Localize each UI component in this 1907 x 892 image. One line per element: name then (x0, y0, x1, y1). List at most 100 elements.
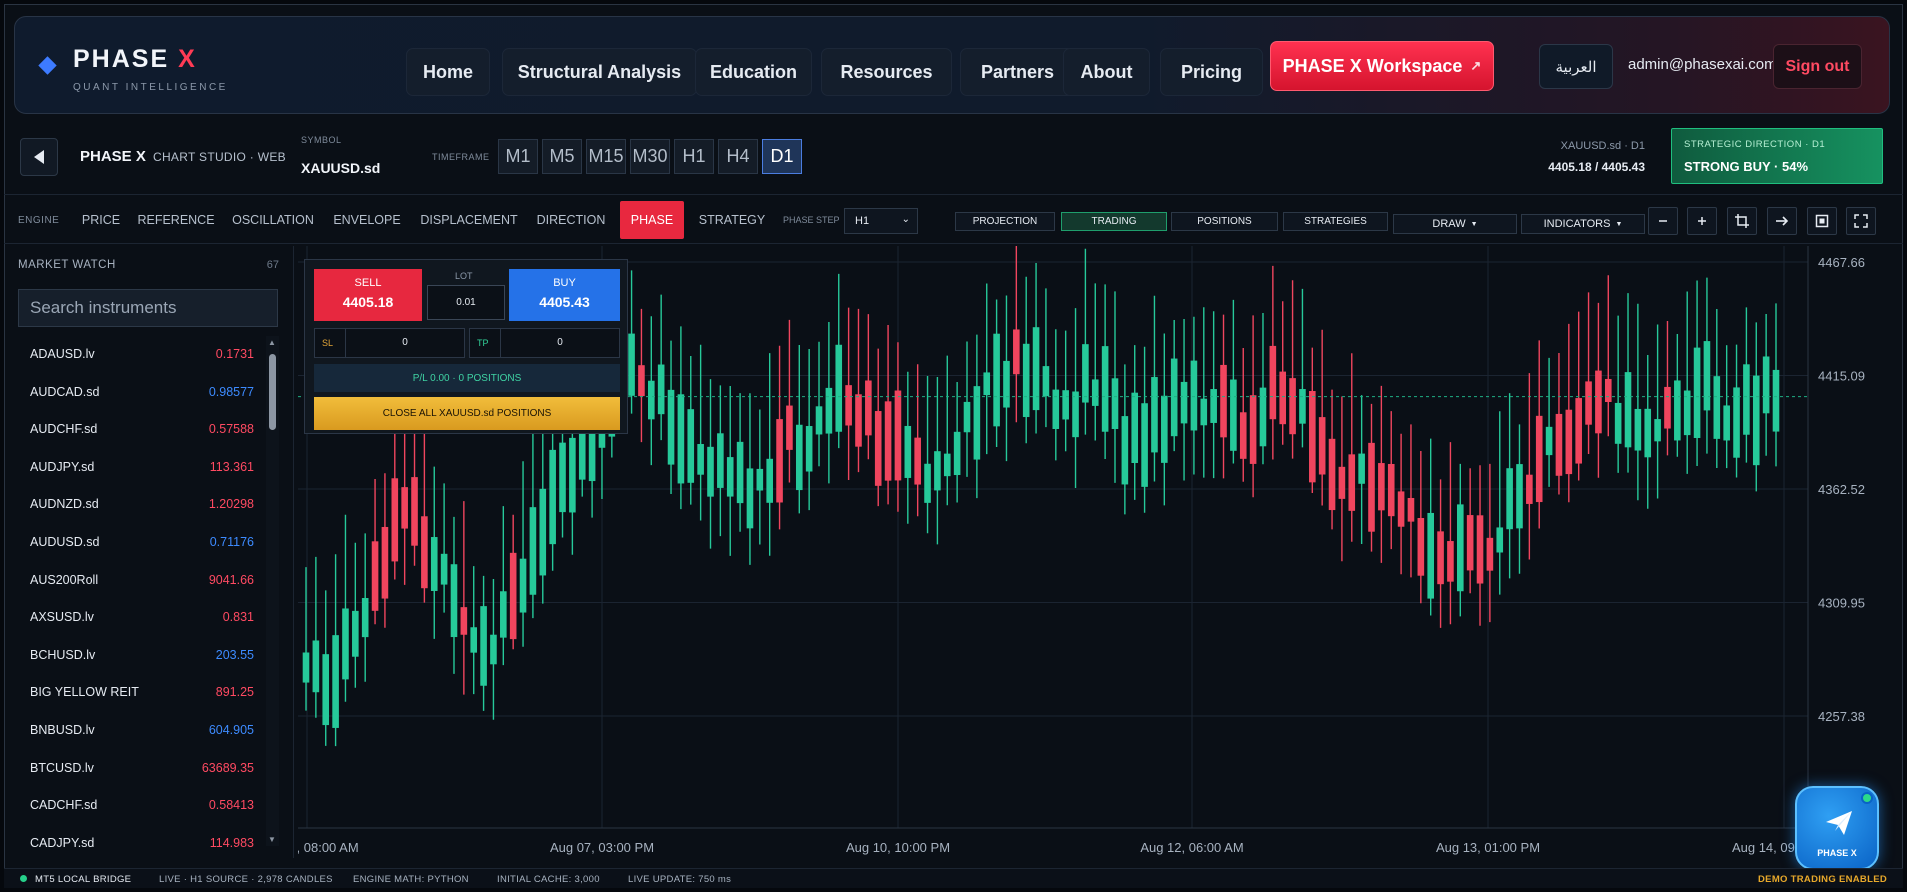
timeframe-m30[interactable]: M30 (630, 139, 670, 174)
mode-strategies[interactable]: STRATEGIES (1283, 212, 1388, 231)
nav-pricing[interactable]: Pricing (1160, 48, 1263, 96)
mode-projection[interactable]: PROJECTION (955, 212, 1055, 231)
phase-x-assistant-button[interactable]: PHASE X (1795, 786, 1879, 870)
sell-button[interactable]: SELL 4405.18 (314, 269, 422, 321)
list-item[interactable]: BTCUSD.lv 63689.35 (4, 750, 264, 787)
list-item[interactable]: ADAUSD.lv 0.1731 (4, 336, 264, 373)
tp-value[interactable]: 0 (500, 329, 619, 357)
scrollbar[interactable]: ▲ ▼ (266, 336, 279, 846)
candle-body (1456, 504, 1464, 592)
list-item[interactable]: BCHUSD.lv 203.55 (4, 637, 264, 674)
scroll-down-icon[interactable]: ▼ (268, 835, 276, 844)
list-item[interactable]: CADJPY.sd 114.983 (4, 825, 264, 850)
candle-body (490, 634, 497, 665)
candle-body (1259, 387, 1267, 447)
tab-oscillation[interactable]: OSCILLATION (232, 213, 314, 227)
workspace-button[interactable]: PHASE X Workspace ↗ (1270, 41, 1494, 91)
screenshot-button[interactable] (1807, 207, 1837, 235)
caret-down-icon: ▼ (1615, 220, 1623, 228)
list-item[interactable]: AUDCHF.sd 0.57588 (4, 411, 264, 448)
list-item[interactable]: CADCHF.sd 0.58413 (4, 787, 264, 824)
candle-body (1595, 370, 1602, 434)
arrow-right-icon (1776, 216, 1789, 226)
tab-reference[interactable]: REFERENCE (137, 213, 215, 227)
instrument-symbol: AUDNZD.sd (30, 497, 99, 512)
mode-trading[interactable]: TRADING (1061, 212, 1167, 231)
language-button[interactable]: العربية (1539, 44, 1613, 89)
candle-body (302, 652, 310, 683)
phase-step-select[interactable]: H1 ⌄ (844, 208, 918, 234)
candle-body (440, 553, 448, 585)
zoom-in-button[interactable] (1687, 207, 1717, 235)
candle-body (450, 564, 458, 638)
tab-phase[interactable]: PHASE (620, 201, 684, 239)
tab-strategy[interactable]: STRATEGY (698, 213, 766, 227)
timeframe-h4[interactable]: H4 (718, 139, 758, 174)
candle-body (470, 627, 478, 653)
brand-name: PHASE X (73, 45, 197, 73)
candle-body (993, 333, 1000, 427)
lot-input[interactable]: 0.01 (427, 285, 505, 320)
diamond-logo-icon (38, 56, 57, 75)
quote-symbol: XAUUSD.sd · D1 (1560, 140, 1645, 152)
list-item[interactable]: BNBUSD.lv 604.905 (4, 712, 264, 749)
instrument-price: 0.71176 (209, 535, 254, 549)
scroll-right-button[interactable] (1767, 207, 1797, 235)
y-tick-label: 4309.95 (1818, 596, 1865, 611)
nav-structural-analysis[interactable]: Structural Analysis (502, 48, 697, 96)
list-item[interactable]: AXSUSD.lv 0.831 (4, 599, 264, 636)
crop-button[interactable] (1727, 207, 1757, 235)
indicators-menu-button[interactable]: INDICATORS ▼ (1521, 214, 1645, 234)
symbol-value[interactable]: XAUUSD.sd (301, 160, 381, 176)
list-item[interactable]: AUDUSD.sd 0.71176 (4, 524, 264, 561)
buy-button[interactable]: BUY 4405.43 (509, 269, 620, 321)
candle-body (1624, 372, 1632, 448)
tab-direction[interactable]: DIRECTION (536, 213, 606, 227)
sl-value[interactable]: 0 (345, 329, 464, 357)
list-item[interactable]: AUS200Roll 9041.66 (4, 562, 264, 599)
list-item[interactable]: BIG YELLOW REIT 891.25 (4, 674, 264, 711)
tab-price[interactable]: PRICE (81, 213, 121, 227)
fullscreen-button[interactable] (1846, 207, 1876, 235)
timeframe-d1[interactable]: D1 (762, 139, 802, 174)
tab-displacement[interactable]: DISPLACEMENT (420, 213, 518, 227)
candle-body (1309, 391, 1316, 483)
candle-body (1151, 377, 1158, 453)
list-item[interactable]: AUDJPY.sd 113.361 (4, 449, 264, 486)
list-item[interactable]: AUDNZD.sd 1.20298 (4, 486, 264, 523)
candle-body (855, 394, 862, 447)
take-profit-field[interactable]: TP 0 (469, 328, 620, 358)
sign-out-button[interactable]: Sign out (1773, 44, 1862, 89)
nav-about[interactable]: About (1063, 48, 1150, 96)
timeframe-m1[interactable]: M1 (498, 139, 538, 174)
zoom-out-button[interactable] (1648, 207, 1678, 235)
nav-partners[interactable]: Partners (960, 48, 1075, 96)
stop-loss-field[interactable]: SL 0 (314, 328, 465, 358)
nav-education[interactable]: Education (695, 48, 812, 96)
tab-envelope[interactable]: ENVELOPE (333, 213, 401, 227)
nav-home[interactable]: Home (406, 48, 490, 96)
search-input[interactable]: Search instruments (18, 289, 278, 327)
candle-body (667, 389, 675, 465)
close-all-button[interactable]: CLOSE ALL XAUUSD.sd POSITIONS (314, 397, 620, 430)
nav-resources[interactable]: Resources (821, 48, 952, 96)
scrollbar-thumb[interactable] (269, 354, 276, 430)
candle-body (1644, 408, 1652, 458)
list-item[interactable]: AUDCAD.sd 0.98577 (4, 374, 264, 411)
draw-menu-button[interactable]: DRAW ▼ (1393, 214, 1517, 234)
instrument-price: 203.55 (215, 647, 254, 662)
candle-body (480, 606, 487, 686)
timeframe-m15[interactable]: M15 (586, 139, 626, 174)
candle-body (1683, 390, 1691, 436)
timeframe-h1[interactable]: H1 (674, 139, 714, 174)
back-button[interactable] (20, 138, 58, 176)
candle-body (549, 449, 556, 545)
timeframe-m5[interactable]: M5 (542, 139, 582, 174)
scroll-up-icon[interactable]: ▲ (268, 338, 276, 347)
mode-positions[interactable]: POSITIONS (1171, 212, 1278, 231)
candle-body (707, 446, 714, 497)
candle-body (1397, 491, 1405, 527)
instrument-price: 1.20298 (208, 497, 254, 512)
candle-body (1466, 515, 1474, 571)
screenshot-icon (1815, 214, 1829, 228)
